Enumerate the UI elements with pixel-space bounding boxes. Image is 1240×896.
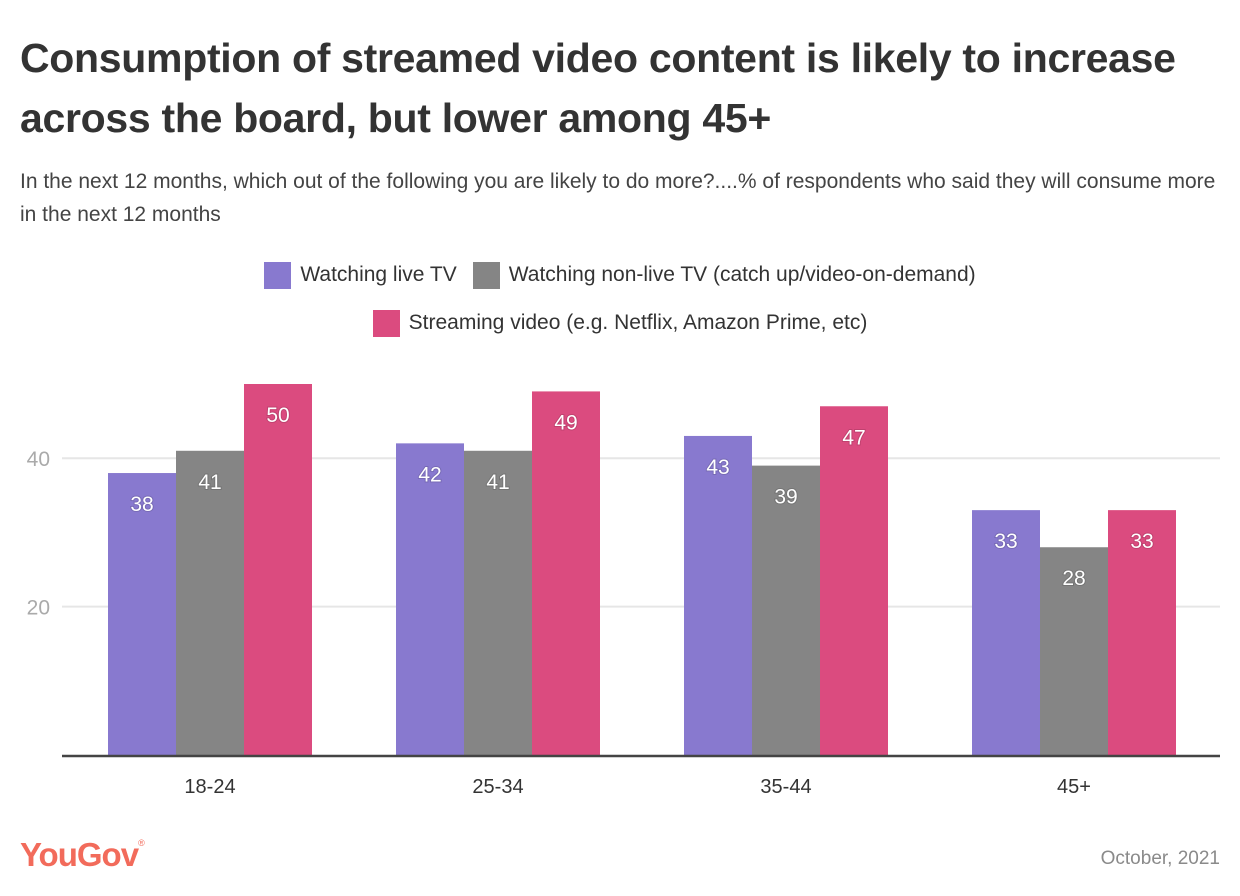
data-label: 42 [418,463,441,486]
registered-mark: ® [138,838,145,848]
data-label: 50 [266,404,289,427]
legend-row-2: Streaming video (e.g. Netflix, Amazon Pr… [0,304,1240,342]
x-tick-label: 25-34 [472,776,523,798]
bar-45+-series-0[interactable] [972,510,1040,755]
data-label: 41 [486,471,509,494]
chart-title: Consumption of streamed video content is… [20,35,1176,141]
bar-35-44-series-1[interactable] [752,465,820,755]
yougov-logo: YouGov® [20,836,145,874]
bar-18-24-series-0[interactable] [108,473,176,755]
legend-row-1: Watching live TV Watching non-live TV (c… [0,256,1240,294]
y-tick-label: 20 [27,597,50,620]
publication-date: October, 2021 [1100,848,1220,869]
data-label: 47 [842,426,865,449]
bar-25-34-series-0[interactable] [396,443,464,755]
data-label: 43 [706,456,729,479]
data-labels: 38 41 50 42 41 49 43 39 47 33 28 33 [129,403,1154,591]
data-label: 49 [554,411,577,434]
legend-swatch-live-tv [264,261,292,289]
data-label: 39 [774,486,797,509]
x-tick-label: 45+ [1057,776,1091,798]
bar-45+-series-2[interactable] [1108,510,1176,755]
bar-18-24-series-2[interactable] [244,384,312,755]
bar-35-44-series-2[interactable] [820,406,888,755]
legend-swatch-streaming [372,309,400,337]
data-label: 28 [1062,567,1085,590]
bar-45+-series-1[interactable] [1040,547,1108,755]
bars [108,384,1176,755]
legend: Watching live TV Watching non-live TV (c… [0,256,1240,352]
legend-item-non-live-tv[interactable]: Watching non-live TV (catch up/video-on-… [472,261,976,289]
data-label: 41 [198,471,221,494]
legend-swatch-non-live-tv [472,261,500,289]
legend-label-live-tv: Watching live TV [300,263,457,286]
bar-35-44-series-0[interactable] [684,435,752,755]
legend-label-streaming: Streaming video (e.g. Netflix, Amazon Pr… [408,311,868,334]
data-label: 38 [130,493,153,516]
bar-25-34-series-2[interactable] [532,391,600,755]
data-label: 33 [994,530,1017,553]
chart-subtitle: In the next 12 months, which out of the … [20,170,1216,226]
brand-name: YouGov [20,836,139,873]
x-tick-label: 35-44 [760,776,811,798]
y-tick-label: 40 [27,448,50,471]
legend-item-streaming[interactable]: Streaming video (e.g. Netflix, Amazon Pr… [372,309,868,337]
data-label: 33 [1130,530,1153,553]
bar-18-24-series-1[interactable] [176,450,244,755]
legend-label-non-live-tv: Watching non-live TV (catch up/video-on-… [508,263,976,286]
x-tick-label: 18-24 [184,776,235,798]
bar-25-34-series-1[interactable] [464,450,532,755]
axes: 20 40 18-24 25-34 35-44 45+ [27,448,1220,798]
legend-item-live-tv[interactable]: Watching live TV [264,261,457,289]
